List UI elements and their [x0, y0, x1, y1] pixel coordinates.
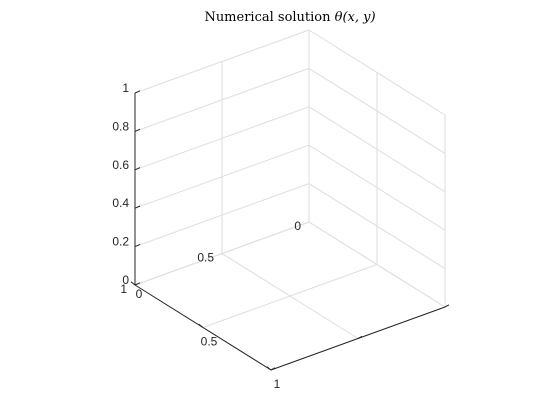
z-tick-mark: [134, 128, 141, 132]
z-tick-label: 0.8: [112, 119, 129, 133]
x-tick-label: 0: [136, 287, 143, 301]
z-tick-label: 0: [122, 273, 129, 287]
chart-title: Numerical solution θ(x, y): [204, 10, 375, 25]
x-tick-mark: [266, 366, 272, 371]
z-tick-label: 0.4: [112, 196, 129, 210]
z-tick-label: 0.6: [112, 158, 129, 172]
chart-title-prefix: Numerical solution: [204, 10, 334, 25]
y-tick-mark: [357, 335, 363, 339]
x-tick-mark: [130, 281, 136, 286]
y-tick-mark: [444, 304, 450, 308]
chart-title-math: θ(x, y): [335, 10, 376, 25]
z-tick-mark: [134, 167, 141, 171]
y-tick-label: 0.5: [197, 251, 214, 265]
z-tick-mark: [134, 90, 141, 94]
grid-line-floor-y: [221, 253, 359, 339]
x-tick-mark: [198, 323, 204, 328]
y-tick-label: 0: [294, 219, 301, 233]
x-tick-label: 1: [274, 377, 281, 391]
z-tick-mark: [134, 282, 141, 286]
y-tick-label: 1: [120, 282, 127, 296]
axis-layer: [130, 90, 450, 371]
x-tick-label: 0.5: [201, 335, 218, 349]
z-tick-mark: [134, 205, 141, 209]
z-tick-label: 0.2: [112, 235, 129, 249]
z-tick-mark: [134, 243, 141, 248]
z-tick-label: 1: [122, 81, 129, 95]
y-tick-mark: [270, 367, 276, 371]
